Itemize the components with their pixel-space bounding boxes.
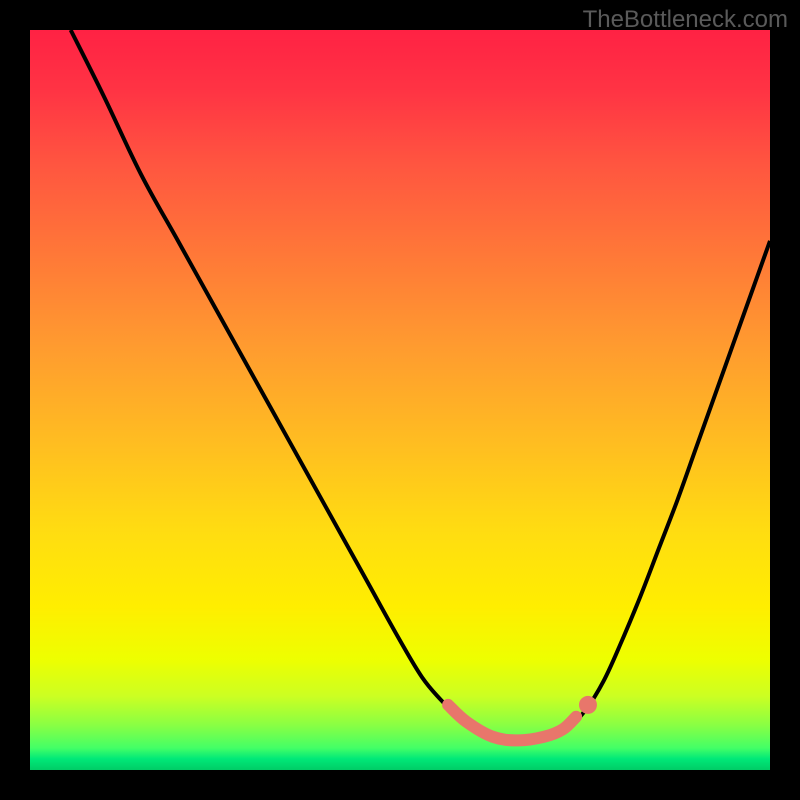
watermark-text: TheBottleneck.com — [583, 6, 788, 34]
optimal-point-marker — [579, 696, 597, 714]
bottleneck-curve — [71, 30, 770, 741]
curve-layer — [30, 30, 770, 770]
chart-container: TheBottleneck.com — [0, 0, 800, 800]
plot-area — [30, 30, 770, 770]
optimal-range-highlight — [448, 705, 576, 741]
